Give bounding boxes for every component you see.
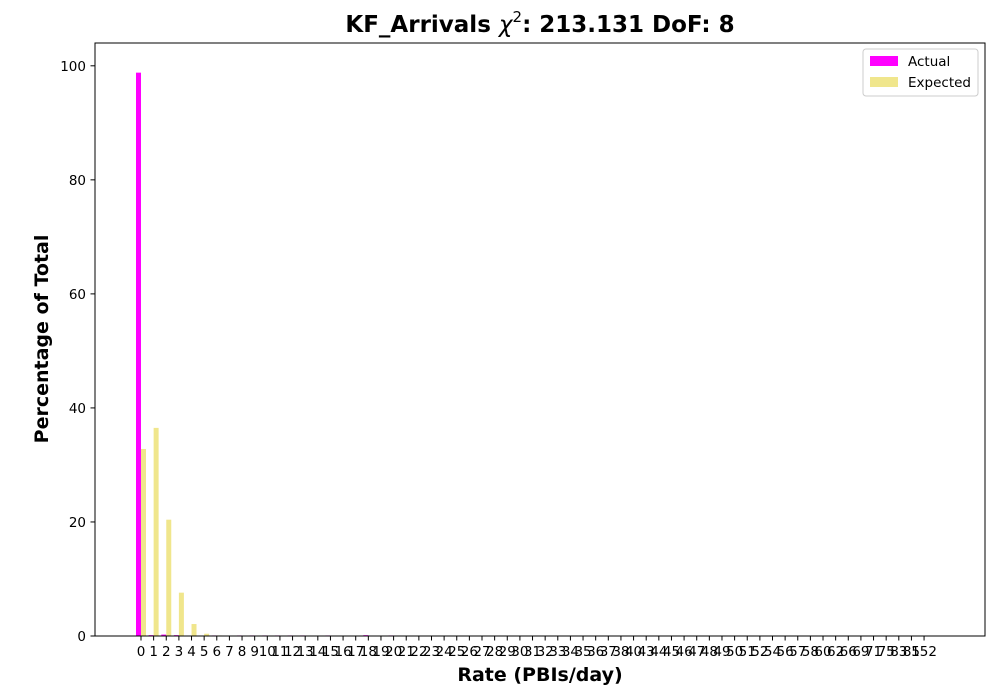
x-tick-label-26: 26 bbox=[461, 644, 478, 660]
x-tick-label-66: 66 bbox=[840, 644, 857, 660]
bar-actual-2 bbox=[161, 634, 167, 636]
x-tick-label-0: 0 bbox=[137, 644, 146, 660]
x-tick-label-33: 33 bbox=[549, 644, 566, 660]
x-tick-label-49: 49 bbox=[713, 644, 730, 660]
legend-label-expected: Expected bbox=[908, 75, 971, 91]
bar-expected-2 bbox=[166, 519, 172, 636]
x-axis-label: Rate (PBIs/day) bbox=[457, 664, 622, 686]
x-tick-label-47: 47 bbox=[688, 644, 705, 660]
x-tick-label-13: 13 bbox=[297, 644, 314, 660]
x-tick-label-43: 43 bbox=[638, 644, 655, 660]
x-tick-label-44: 44 bbox=[650, 644, 667, 660]
x-tick-label-1: 1 bbox=[149, 644, 158, 660]
x-tick-label-31: 31 bbox=[524, 644, 541, 660]
legend-swatch-expected bbox=[870, 77, 898, 87]
x-tick-label-50: 50 bbox=[726, 644, 743, 660]
x-tick-label-45: 45 bbox=[663, 644, 680, 660]
x-tick-label-36: 36 bbox=[587, 644, 604, 660]
x-tick-label-17: 17 bbox=[347, 644, 364, 660]
x-tick-label-83: 83 bbox=[890, 644, 907, 660]
x-tick-label-12: 12 bbox=[284, 644, 301, 660]
x-tick-label-85: 85 bbox=[903, 644, 920, 660]
x-tick-label-28: 28 bbox=[486, 644, 503, 660]
legend-label-actual: Actual bbox=[908, 54, 950, 70]
x-tick-label-57: 57 bbox=[789, 644, 806, 660]
x-tick-label-25: 25 bbox=[448, 644, 465, 660]
x-tick-label-38: 38 bbox=[612, 644, 629, 660]
x-tick-label-30: 30 bbox=[511, 644, 528, 660]
x-tick-label-2: 2 bbox=[162, 644, 171, 660]
x-tick-label-60: 60 bbox=[814, 644, 831, 660]
x-tick-label-19: 19 bbox=[372, 644, 389, 660]
y-tick-label-0: 0 bbox=[77, 629, 86, 645]
legend-swatch-actual bbox=[870, 56, 898, 66]
x-tick-label-71: 71 bbox=[865, 644, 882, 660]
x-tick-label-16: 16 bbox=[334, 644, 351, 660]
x-tick-label-18: 18 bbox=[360, 644, 377, 660]
x-tick-label-11: 11 bbox=[271, 644, 288, 660]
x-tick-label-75: 75 bbox=[878, 644, 895, 660]
x-tick-label-52: 52 bbox=[751, 644, 768, 660]
chart-title-chi: χ bbox=[497, 12, 514, 38]
x-tick-label-51: 51 bbox=[739, 644, 756, 660]
y-tick-label-40: 40 bbox=[69, 401, 86, 417]
x-tick-label-54: 54 bbox=[764, 644, 781, 660]
x-tick-label-10: 10 bbox=[259, 644, 276, 660]
bar-expected-5 bbox=[204, 633, 210, 636]
x-tick-label-5: 5 bbox=[200, 644, 209, 660]
x-axis-ticks: 0 1 2 3 4 5 6 7 8 9 101112131415161718192021222324… bbox=[137, 636, 937, 660]
x-tick-label-24: 24 bbox=[436, 644, 453, 660]
x-tick-label-20: 20 bbox=[385, 644, 402, 660]
bar-expected-0 bbox=[141, 448, 146, 636]
x-tick-label-27: 27 bbox=[473, 644, 490, 660]
x-tick-label-35: 35 bbox=[574, 644, 591, 660]
x-tick-label-3: 3 bbox=[175, 644, 184, 660]
y-axis-label: Percentage of Total bbox=[31, 235, 53, 444]
x-tick-label-34: 34 bbox=[562, 644, 579, 660]
x-tick-label-152: 152 bbox=[911, 644, 937, 660]
x-tick-label-21: 21 bbox=[398, 644, 415, 660]
x-tick-label-48: 48 bbox=[701, 644, 718, 660]
bar-expected-3 bbox=[178, 592, 184, 636]
x-tick-label-8: 8 bbox=[238, 644, 247, 660]
y-tick-label-60: 60 bbox=[69, 287, 86, 303]
x-tick-label-6: 6 bbox=[212, 644, 221, 660]
x-tick-label-9: 9 bbox=[250, 644, 259, 660]
x-tick-label-56: 56 bbox=[777, 644, 794, 660]
chart-title-prefix: KF_Arrivals bbox=[345, 12, 499, 38]
x-tick-label-14: 14 bbox=[309, 644, 326, 660]
y-tick-label-80: 80 bbox=[69, 173, 86, 189]
x-tick-label-23: 23 bbox=[423, 644, 440, 660]
y-tick-label-100: 100 bbox=[60, 59, 86, 75]
plot-frame bbox=[94, 42, 986, 637]
x-tick-label-62: 62 bbox=[827, 644, 844, 660]
bar-expected-4 bbox=[191, 624, 197, 636]
bars-layer bbox=[136, 72, 394, 636]
legend: Actual Expected bbox=[862, 48, 979, 97]
x-tick-label-69: 69 bbox=[852, 644, 869, 660]
x-tick-label-58: 58 bbox=[802, 644, 819, 660]
x-tick-label-40: 40 bbox=[625, 644, 642, 660]
bar-expected-1 bbox=[153, 427, 159, 636]
x-tick-label-4: 4 bbox=[187, 644, 196, 660]
bar-actual-0 bbox=[136, 72, 141, 636]
x-tick-label-32: 32 bbox=[537, 644, 554, 660]
x-tick-label-29: 29 bbox=[499, 644, 516, 660]
y-tick-label-20: 20 bbox=[69, 515, 86, 531]
x-tick-label-7: 7 bbox=[225, 644, 234, 660]
chart-title-chi-power: 2 bbox=[513, 8, 523, 26]
y-axis-ticks: 0 20 40 60 80 100 bbox=[60, 59, 95, 645]
x-tick-label-37: 37 bbox=[600, 644, 617, 660]
x-tick-label-46: 46 bbox=[675, 644, 692, 660]
chart-title: KF_Arrivals χ2: 213.131 DoF: 8 bbox=[345, 8, 734, 38]
x-tick-label-22: 22 bbox=[410, 644, 427, 660]
chart-title-suffix: : 213.131 DoF: 8 bbox=[522, 12, 735, 38]
x-tick-label-15: 15 bbox=[322, 644, 339, 660]
